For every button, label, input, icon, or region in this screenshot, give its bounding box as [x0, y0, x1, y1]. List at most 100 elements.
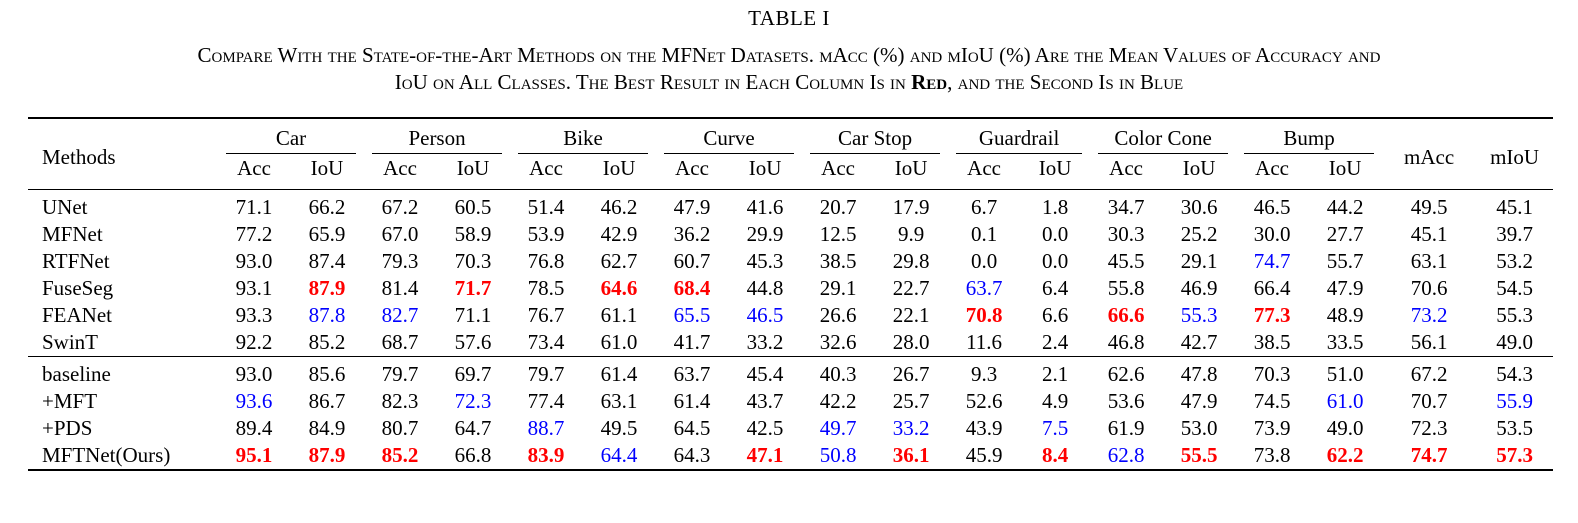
- value-cell: 44.8: [746, 276, 784, 300]
- value-cell: 67.2: [364, 189, 437, 221]
- comparison-table: Methods Car Person Bike Curve Car Stop G…: [28, 117, 1554, 471]
- value-cell: 49.0: [1496, 330, 1533, 354]
- value-cell: 57.6: [454, 330, 492, 354]
- value-cell: 33.5: [1326, 330, 1364, 354]
- person-acc-header: Acc: [383, 156, 417, 180]
- value-cell: 45.9: [948, 442, 1021, 471]
- value-cell: 73.4: [527, 330, 565, 354]
- value-cell: 61.9: [1107, 416, 1145, 440]
- group-header-car: Car: [218, 117, 365, 154]
- value-cell: 39.7: [1496, 222, 1533, 246]
- value-cell: 62.7: [600, 249, 638, 273]
- car-iou-header: IoU: [310, 156, 344, 180]
- value-cell: 1.8: [1020, 189, 1091, 221]
- value-cell: 79.7: [364, 356, 437, 388]
- value-cell: 30.3: [1107, 222, 1145, 246]
- value-cell-best: 68.4: [673, 276, 711, 300]
- method-name: FEANet: [42, 303, 112, 327]
- method-name: +MFT: [42, 389, 98, 413]
- value-cell: 61.1: [600, 303, 638, 327]
- value-cell: 92.2: [235, 330, 273, 354]
- value-cell-second: 49.7: [819, 416, 857, 440]
- value-cell: 49.5: [600, 416, 638, 440]
- value-cell: 47.9: [1180, 389, 1218, 413]
- value-cell: 51.4: [510, 189, 583, 221]
- value-cell-second: 64.4: [582, 442, 657, 471]
- caption-line-2-start: IoU on All Classes. The Best Result in E…: [394, 70, 912, 94]
- value-cell: 29.1: [1180, 249, 1218, 273]
- person-iou-header: IoU: [456, 156, 490, 180]
- value-cell: 70.3: [454, 249, 492, 273]
- value-cell: 71.1: [454, 303, 492, 327]
- value-cell-best: 74.7: [1382, 442, 1477, 471]
- value-cell: 36.2: [673, 222, 711, 246]
- value-cell: 29.1: [819, 276, 857, 300]
- value-cell: 46.5: [1236, 189, 1309, 221]
- value-cell: 69.7: [436, 356, 511, 388]
- value-cell: 53.2: [1496, 249, 1533, 273]
- value-cell: 54.3: [1476, 356, 1554, 388]
- value-cell: 78.5: [527, 276, 565, 300]
- value-cell-best: 70.8: [965, 303, 1003, 327]
- value-cell: 33.2: [746, 330, 784, 354]
- value-cell: 26.7: [874, 356, 949, 388]
- value-cell: 43.9: [965, 416, 1003, 440]
- value-cell: 77.2: [235, 222, 273, 246]
- value-cell-best: 77.3: [1253, 303, 1291, 327]
- value-cell: 60.7: [673, 249, 711, 273]
- value-cell: 6.6: [1041, 303, 1069, 327]
- table-row: MFNet 77.2 65.9 67.0 58.9 53.9 42.9 36.2 29.9 12.…: [28, 221, 1553, 248]
- bike-iou-header: IoU: [602, 156, 636, 180]
- value-cell: 82.3: [381, 389, 419, 413]
- value-cell-second: 33.2: [892, 416, 930, 440]
- value-cell: 49.0: [1326, 416, 1364, 440]
- value-cell: 48.9: [1326, 303, 1364, 327]
- table-row: MFTNet(Ours) 95.1 87.9 85.2 66.8 83.9 64.4 64.3…: [28, 442, 1554, 471]
- value-cell-second: 50.8: [802, 442, 875, 471]
- value-cell-second: 61.0: [1326, 389, 1364, 413]
- group-header-person: Person: [364, 117, 511, 154]
- value-cell: 47.9: [656, 189, 729, 221]
- table-row: RTFNet 93.0 87.4 79.3 70.3 76.8 62.7 60.7 45.3 38…: [28, 248, 1553, 275]
- value-cell: 79.7: [510, 356, 583, 388]
- value-cell: 6.4: [1041, 276, 1069, 300]
- value-cell-second: 55.9: [1496, 389, 1533, 413]
- value-cell: 53.0: [1180, 416, 1218, 440]
- value-cell: 81.4: [381, 276, 419, 300]
- caption-line-2: IoU on All Classes. The Best Result in E…: [0, 69, 1578, 96]
- value-cell: 29.8: [892, 249, 930, 273]
- value-cell: 49.5: [1382, 189, 1477, 221]
- value-cell: 45.3: [746, 249, 784, 273]
- value-cell-second: 88.7: [527, 416, 565, 440]
- guardrail-acc-header: Acc: [967, 156, 1001, 180]
- value-cell: 9.3: [948, 356, 1021, 388]
- table-row: SwinT 92.2 85.2 68.7 57.6 73.4 61.0 41.7 33.2 32.…: [28, 329, 1553, 357]
- value-cell: 45.5: [1107, 249, 1145, 273]
- value-cell: 74.5: [1253, 389, 1291, 413]
- value-cell: 32.6: [819, 330, 857, 354]
- value-cell: 53.6: [1107, 389, 1145, 413]
- miou-header: mIoU: [1476, 117, 1554, 190]
- value-cell: 55.3: [1496, 303, 1533, 327]
- value-cell: 34.7: [1090, 189, 1163, 221]
- table-row: UNet 71.1 66.2 67.2 60.5 51.4 46.2 47.9 41.6 20.7…: [28, 189, 1554, 221]
- value-cell: 6.7: [948, 189, 1021, 221]
- value-cell: 51.0: [1308, 356, 1383, 388]
- value-cell: 47.8: [1162, 356, 1237, 388]
- value-cell: 11.6: [966, 330, 1003, 354]
- value-cell: 63.1: [1410, 249, 1448, 273]
- value-cell: 53.9: [527, 222, 565, 246]
- table-head: Methods Car Person Bike Curve Car Stop G…: [28, 117, 1554, 190]
- value-cell: 0.1: [970, 222, 998, 246]
- value-cell: 68.7: [381, 330, 419, 354]
- table-body: UNet 71.1 66.2 67.2 60.5 51.4 46.2 47.9 41.6 20.7…: [28, 189, 1554, 471]
- value-cell: 4.9: [1041, 389, 1069, 413]
- value-cell: 45.1: [1476, 189, 1554, 221]
- value-cell-best: 87.9: [308, 276, 346, 300]
- value-cell: 93.1: [235, 276, 273, 300]
- group-header-bike: Bike: [510, 117, 657, 154]
- method-name: FuseSeg: [42, 276, 114, 300]
- methods-header: Methods: [28, 117, 218, 190]
- value-cell: 66.2: [290, 189, 365, 221]
- value-cell: 0.0: [970, 249, 998, 273]
